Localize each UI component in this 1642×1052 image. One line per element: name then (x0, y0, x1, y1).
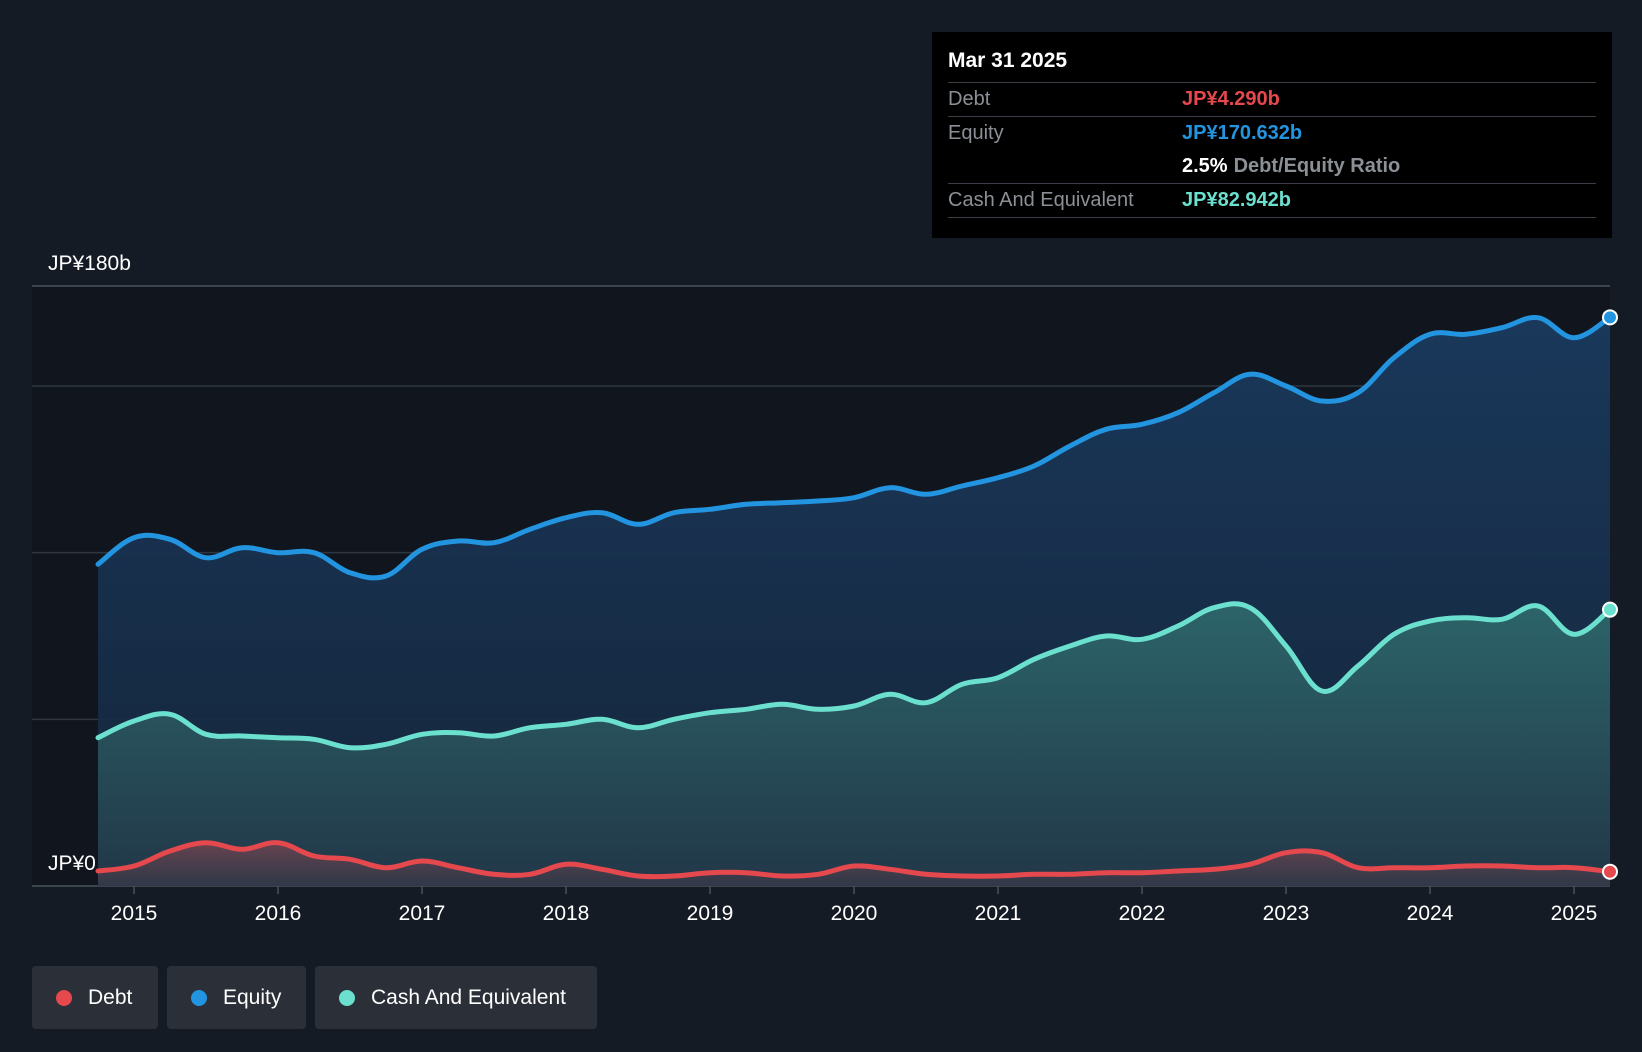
chart-legend: Debt Equity Cash And Equivalent (32, 966, 597, 1029)
x-tick-label: 2022 (1119, 902, 1166, 925)
axis-labels: 2015 2016 2017 2018 2019 2020 2021 2022 2023 2024… (48, 252, 1597, 925)
legend-equity-label: Equity (223, 985, 282, 1009)
debt-end-marker[interactable] (1602, 863, 1618, 880)
x-tick-label: 2021 (975, 902, 1022, 925)
x-tick-label: 2024 (1407, 902, 1454, 925)
data-tooltip: Mar 31 2025 Debt JP¥4.290b Equity JP¥170… (932, 32, 1612, 238)
equity-dot-icon (191, 989, 207, 1006)
cash-line (95, 601, 1613, 751)
tooltip-ratio-spacer (948, 150, 1182, 183)
legend-item-equity[interactable]: Equity (167, 966, 306, 1029)
equity-end-marker[interactable] (1602, 309, 1618, 326)
y-tick-label: JP¥0 (48, 852, 96, 875)
tooltip-ratio-label: Debt/Equity Ratio (1233, 155, 1401, 177)
x-tick-label: 2020 (831, 902, 878, 925)
x-tick-label: 2017 (399, 902, 446, 925)
x-tick-label: 2015 (111, 902, 158, 925)
x-tick-label: 2019 (687, 902, 734, 925)
tooltip-cash-value: JP¥82.942b (1182, 189, 1291, 211)
tooltip-debt-row: Debt JP¥4.290b (948, 83, 1596, 117)
debt-dot-icon (56, 989, 72, 1006)
end-markers (1602, 309, 1618, 880)
x-tick-label: 2016 (255, 902, 302, 925)
x-tick-label: 2023 (1263, 902, 1310, 925)
equity-line (95, 314, 1613, 581)
tooltip-cash-row: Cash And Equivalent JP¥82.942b (948, 184, 1596, 218)
tooltip-date: Mar 31 2025 (948, 46, 1596, 83)
debt-line (95, 840, 1613, 880)
tooltip-ratio-row: 2.5% Debt/Equity Ratio (948, 150, 1596, 184)
series-areas (98, 317, 1610, 886)
cash-end-marker[interactable] (1602, 601, 1618, 618)
legend-debt-label: Debt (88, 985, 133, 1009)
legend-cash-label: Cash And Equivalent (371, 985, 566, 1009)
cash-dot-icon (339, 989, 355, 1006)
tooltip-equity-label: Equity (948, 122, 1004, 144)
legend-item-cash[interactable]: Cash And Equivalent (315, 966, 597, 1029)
tooltip-ratio-value: 2.5% (1182, 155, 1228, 177)
tooltip-debt-label: Debt (948, 88, 991, 110)
legend-item-debt[interactable]: Debt (32, 966, 158, 1029)
series-lines (95, 314, 1613, 880)
tooltip-cash-label: Cash And Equivalent (948, 189, 1134, 211)
tooltip-debt-value: JP¥4.290b (1182, 88, 1280, 110)
debt-area (98, 842, 1610, 886)
y-tick-label: JP¥180b (48, 252, 131, 275)
tooltip-equity-value: JP¥170.632b (1182, 122, 1303, 144)
tooltip-equity-row: Equity JP¥170.632b (948, 117, 1596, 150)
cash-area (98, 603, 1610, 886)
x-tick-label: 2018 (543, 902, 590, 925)
x-tick-label: 2025 (1551, 902, 1598, 925)
